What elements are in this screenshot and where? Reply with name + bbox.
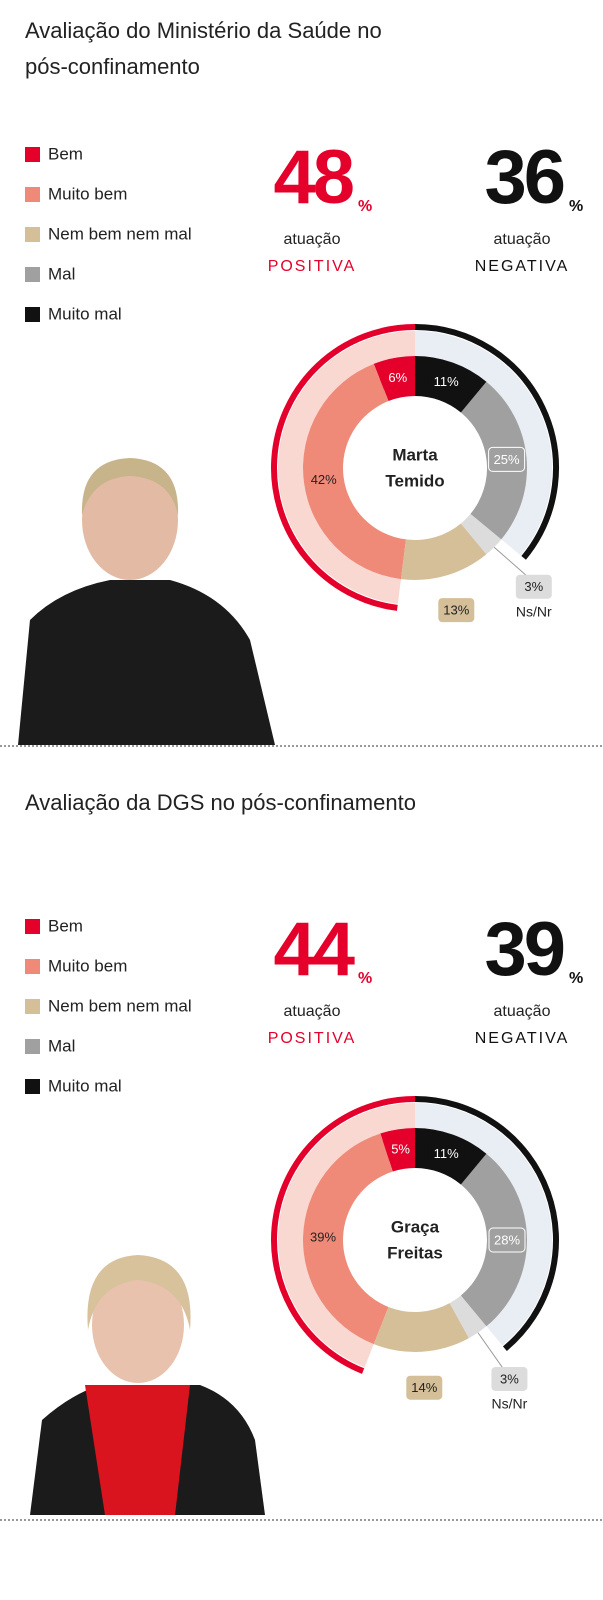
value-label: 28% bbox=[494, 1232, 520, 1247]
positive-band bbox=[277, 331, 415, 604]
leader-line bbox=[493, 546, 529, 578]
center-label: Graça bbox=[391, 1217, 440, 1236]
leader-line bbox=[477, 1332, 504, 1370]
legend-label: Nem bem nem mal bbox=[48, 996, 192, 1015]
legend-swatch bbox=[25, 307, 40, 322]
negative-line1: atuação bbox=[494, 231, 551, 248]
value-label-box bbox=[488, 446, 526, 472]
value-label-box bbox=[379, 365, 416, 390]
positive-band bbox=[278, 1103, 415, 1368]
positive-value: 48 bbox=[273, 135, 352, 220]
slice-name: Ns/Nr bbox=[492, 1396, 528, 1412]
value-label: 6% bbox=[388, 370, 407, 385]
value-label: 3% bbox=[500, 1371, 519, 1386]
negative-arc bbox=[414, 324, 559, 560]
value-label: 11% bbox=[434, 374, 459, 389]
slice bbox=[449, 1295, 487, 1339]
legend-label: Mal bbox=[48, 1036, 75, 1055]
value-label-box bbox=[491, 1366, 528, 1391]
legend-swatch bbox=[25, 1039, 40, 1054]
negative-unit: % bbox=[569, 970, 583, 987]
slice-name: Ns/Nr bbox=[516, 603, 552, 619]
value-label-box bbox=[428, 369, 465, 394]
chart-title: Avaliação da DGS no pós-confinamento bbox=[25, 790, 416, 815]
value-label-box bbox=[488, 1227, 526, 1253]
legend-label: Muito mal bbox=[48, 1076, 122, 1095]
chart-title: pós-confinamento bbox=[25, 54, 200, 79]
positive-arc bbox=[271, 1096, 416, 1374]
slice bbox=[460, 513, 502, 555]
positive-unit: % bbox=[358, 198, 372, 215]
negative-band bbox=[415, 1103, 552, 1346]
portrait-1 bbox=[18, 458, 275, 745]
value-label-box bbox=[438, 598, 475, 623]
value-label: 13% bbox=[443, 603, 469, 618]
center-label: Freitas bbox=[387, 1243, 443, 1262]
portrait-2 bbox=[30, 1255, 265, 1515]
slice bbox=[400, 523, 487, 580]
slice bbox=[302, 1133, 393, 1345]
legend-swatch bbox=[25, 187, 40, 202]
center-label: Marta bbox=[392, 445, 438, 464]
legend-label: Muito mal bbox=[48, 304, 122, 323]
value-label-box bbox=[305, 467, 342, 492]
positive-line1: atuação bbox=[284, 1003, 341, 1020]
legend-swatch bbox=[25, 959, 40, 974]
positive-line2: POSITIVA bbox=[268, 1030, 357, 1047]
positive-value: 44 bbox=[273, 907, 354, 992]
value-label-box bbox=[428, 1141, 465, 1166]
value-label: 5% bbox=[391, 1142, 410, 1157]
positive-line1: atuação bbox=[284, 231, 341, 248]
legend-label: Muito bem bbox=[48, 184, 127, 203]
negative-line2: NEGATIVA bbox=[475, 1030, 570, 1047]
legend-swatch bbox=[25, 147, 40, 162]
negative-value: 39 bbox=[484, 907, 563, 992]
slice bbox=[303, 363, 406, 580]
legend-swatch bbox=[25, 919, 40, 934]
value-label: 11% bbox=[434, 1146, 459, 1161]
center-label: Temido bbox=[385, 471, 444, 490]
value-label-box bbox=[382, 1137, 419, 1162]
legend-swatch bbox=[25, 1079, 40, 1094]
value-label-box bbox=[305, 1225, 342, 1250]
legend-label: Bem bbox=[48, 916, 83, 935]
value-label: 39% bbox=[310, 1230, 336, 1245]
value-label-box bbox=[406, 1375, 443, 1400]
negative-unit: % bbox=[569, 198, 583, 215]
negative-value: 36 bbox=[484, 135, 563, 220]
legend-label: Bem bbox=[48, 144, 83, 163]
positive-unit: % bbox=[358, 970, 372, 987]
chart-title: Avaliação do Ministério da Saúde no bbox=[25, 18, 382, 43]
negative-line2: NEGATIVA bbox=[475, 258, 570, 275]
value-label: 25% bbox=[494, 452, 520, 467]
negative-arc bbox=[414, 1096, 559, 1351]
value-label: 14% bbox=[411, 1380, 437, 1395]
legend-swatch bbox=[25, 999, 40, 1014]
positive-line2: POSITIVA bbox=[268, 258, 357, 275]
slice bbox=[373, 1303, 469, 1352]
legend-label: Muito bem bbox=[48, 956, 127, 975]
negative-band bbox=[415, 331, 553, 556]
value-label: 3% bbox=[524, 579, 543, 594]
legend-label: Mal bbox=[48, 264, 75, 283]
legend-swatch bbox=[25, 267, 40, 282]
legend-label: Nem bem nem mal bbox=[48, 224, 192, 243]
legend-swatch bbox=[25, 227, 40, 242]
negative-line1: atuação bbox=[494, 1003, 551, 1020]
value-label: 42% bbox=[311, 472, 337, 487]
positive-arc bbox=[271, 324, 416, 611]
value-label-box bbox=[515, 574, 552, 599]
